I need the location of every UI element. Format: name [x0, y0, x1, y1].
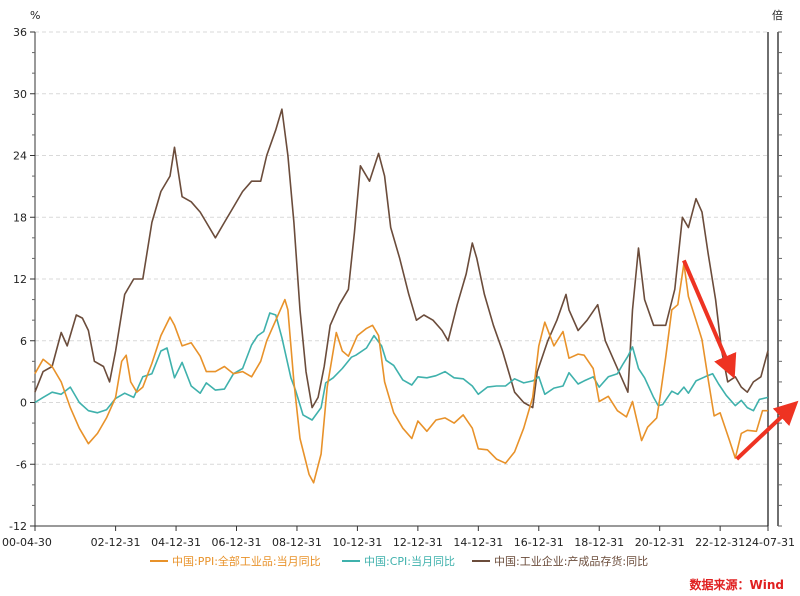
annotations	[682, 259, 799, 461]
x-tick-label: 16-12-31	[514, 536, 564, 549]
x-tick-label: 14-12-31	[453, 536, 503, 549]
y-tick-label: 24	[13, 150, 27, 163]
arrow-up-annotation	[735, 400, 799, 461]
x-tick-label: 18-12-31	[574, 536, 624, 549]
arrow-down-annotation	[682, 259, 737, 379]
legend-label: 中国:PPI:全部工业品:当月同比	[172, 554, 321, 568]
x-tick-label: 02-12-31	[91, 536, 141, 549]
x-tick-label: 08-12-31	[272, 536, 322, 549]
x-tick-label: 22-12-31	[695, 536, 745, 549]
right-axis-unit: 倍	[772, 8, 783, 22]
y-tick-label: 0	[20, 397, 27, 410]
x-axis-ticks: 00-04-30 02-12-31 04-12-31 06-12-31 08-12-31…	[2, 526, 795, 549]
grid-lines	[35, 31, 768, 465]
x-tick-label: 10-12-31	[332, 536, 382, 549]
series-line	[34, 312, 769, 421]
series-line	[34, 262, 768, 484]
y-tick-label: 36	[13, 26, 27, 39]
series-lines	[34, 108, 769, 484]
y-tick-label: 30	[13, 88, 27, 101]
y-tick-label: 12	[13, 273, 27, 286]
x-tick-label: 00-04-30	[2, 536, 52, 549]
x-tick-label: 06-12-31	[212, 536, 262, 549]
left-axis-unit: %	[30, 9, 40, 22]
legend: 中国:PPI:全部工业品:当月同比 中国:CPI:当月同比 中国:工业企业:产成品存…	[150, 554, 648, 568]
series-line	[34, 108, 769, 409]
legend-label: 中国:工业企业:产成品存货:同比	[494, 554, 648, 568]
y-tick-label: -6	[16, 458, 27, 471]
legend-label: 中国:CPI:当月同比	[364, 554, 455, 568]
x-tick-label: 12-12-31	[393, 536, 443, 549]
y-axis-ticks: -12 -6 0 6 12 18 24 30 36	[9, 26, 782, 533]
source-note: 数据来源：Wind	[690, 577, 784, 592]
x-tick-label: 24-07-31	[745, 536, 795, 549]
x-tick-label: 20-12-31	[635, 536, 685, 549]
x-tick-label: 04-12-31	[151, 536, 201, 549]
y-tick-label: 6	[20, 335, 27, 348]
y-tick-label: -12	[9, 520, 27, 533]
y-tick-label: 18	[13, 211, 27, 224]
